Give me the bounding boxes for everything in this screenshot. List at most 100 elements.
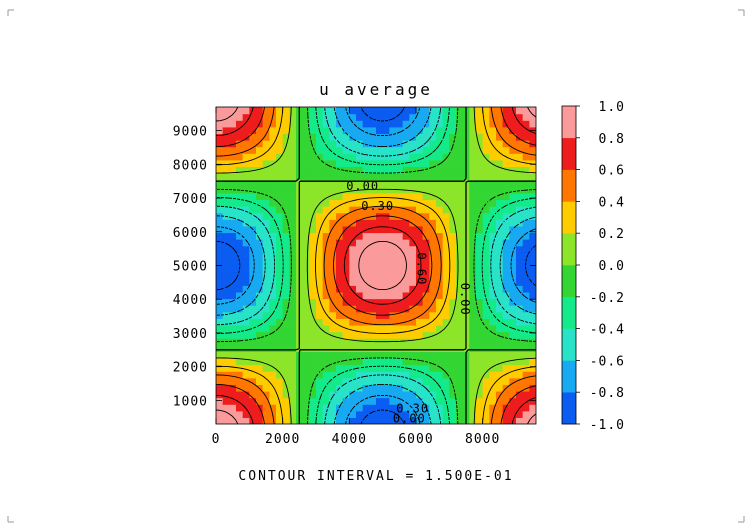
field-cell — [442, 285, 450, 293]
field-cell — [282, 232, 290, 240]
colorbar-swatch — [562, 169, 576, 202]
field-cell — [369, 126, 377, 135]
field-cell — [456, 417, 464, 424]
field-cell — [429, 173, 437, 181]
field-cell — [402, 311, 410, 319]
field-cell — [262, 258, 270, 267]
field-cell — [396, 404, 404, 412]
field-cell — [249, 397, 257, 405]
field-cell — [349, 146, 357, 154]
field-cell — [249, 377, 257, 385]
field-cell — [482, 404, 490, 412]
field-cell — [302, 206, 310, 214]
field-cell — [249, 153, 257, 161]
field-cell — [442, 153, 450, 161]
field-cell — [216, 225, 224, 234]
field-cell — [422, 239, 430, 247]
field-cell — [349, 305, 357, 313]
field-cell — [369, 285, 377, 293]
field-cell — [489, 199, 497, 207]
field-cell — [529, 252, 536, 260]
colorbar-label: -0.8 — [590, 386, 625, 401]
field-cell — [349, 390, 357, 399]
field-cell — [269, 305, 277, 313]
field-cell — [402, 179, 410, 187]
field-cell — [309, 153, 317, 161]
field-cell — [282, 179, 290, 187]
field-cell — [376, 305, 384, 313]
field-cell — [449, 232, 457, 240]
field-cell — [429, 146, 437, 154]
field-cell — [222, 357, 230, 366]
field-cell — [469, 371, 477, 379]
field-cell — [422, 338, 430, 346]
field-cell — [356, 390, 364, 399]
field-cell — [309, 166, 317, 174]
field-cell — [309, 318, 317, 326]
field-cell — [262, 318, 270, 326]
field-cell — [396, 305, 404, 313]
field-cell — [416, 107, 424, 115]
field-cell — [496, 331, 504, 339]
field-cell — [229, 417, 237, 424]
field-cell — [422, 331, 430, 339]
field-cell — [229, 133, 237, 141]
field-cell — [289, 410, 297, 418]
field-cell — [302, 173, 310, 181]
field-cell — [329, 351, 337, 359]
field-cell — [309, 364, 317, 372]
field-cell — [509, 159, 517, 168]
field-cell — [442, 291, 450, 300]
field-cell — [236, 298, 244, 306]
field-cell — [489, 206, 497, 214]
field-cell — [502, 113, 510, 121]
field-cell — [322, 351, 330, 359]
field-cell — [449, 390, 457, 399]
field-cell — [529, 291, 536, 300]
field-cell — [529, 212, 536, 220]
field-cell — [469, 351, 477, 359]
field-cell — [329, 212, 337, 220]
field-cell — [336, 258, 344, 267]
field-cell — [436, 199, 444, 207]
contour-line — [216, 107, 536, 424]
field-cell — [302, 159, 310, 168]
field-cell — [316, 219, 324, 227]
field-cell — [216, 278, 224, 286]
field-cell — [249, 278, 257, 286]
field-cell — [469, 159, 477, 168]
field-cell — [269, 232, 277, 240]
field-cell — [276, 107, 284, 115]
field-cell — [349, 126, 357, 135]
field-cell — [269, 120, 277, 128]
field-cell — [496, 239, 504, 247]
field-cell — [396, 324, 404, 333]
field-cell — [502, 126, 510, 135]
field-cell — [476, 252, 484, 260]
field-cell — [436, 179, 444, 187]
field-cell — [269, 371, 277, 379]
field-cell — [349, 397, 357, 405]
field-cell — [509, 245, 517, 253]
field-cell — [429, 357, 437, 366]
field-cell — [236, 351, 244, 359]
field-cell — [396, 298, 404, 306]
field-cell — [356, 311, 364, 319]
field-cell — [342, 173, 350, 181]
field-cell — [262, 113, 270, 121]
field-cell — [396, 311, 404, 319]
field-cell — [262, 371, 270, 379]
field-cell — [449, 153, 457, 161]
field-cell — [449, 397, 457, 405]
field-cell — [269, 199, 277, 207]
field-cell — [456, 225, 464, 234]
field-cell — [376, 364, 384, 372]
field-cell — [222, 166, 230, 174]
field-cell — [282, 186, 290, 194]
field-cell — [422, 107, 430, 115]
field-cell — [216, 173, 224, 181]
field-cell — [282, 133, 290, 141]
field-cell — [329, 272, 337, 280]
field-cell — [469, 265, 477, 273]
field-cell — [349, 371, 357, 379]
